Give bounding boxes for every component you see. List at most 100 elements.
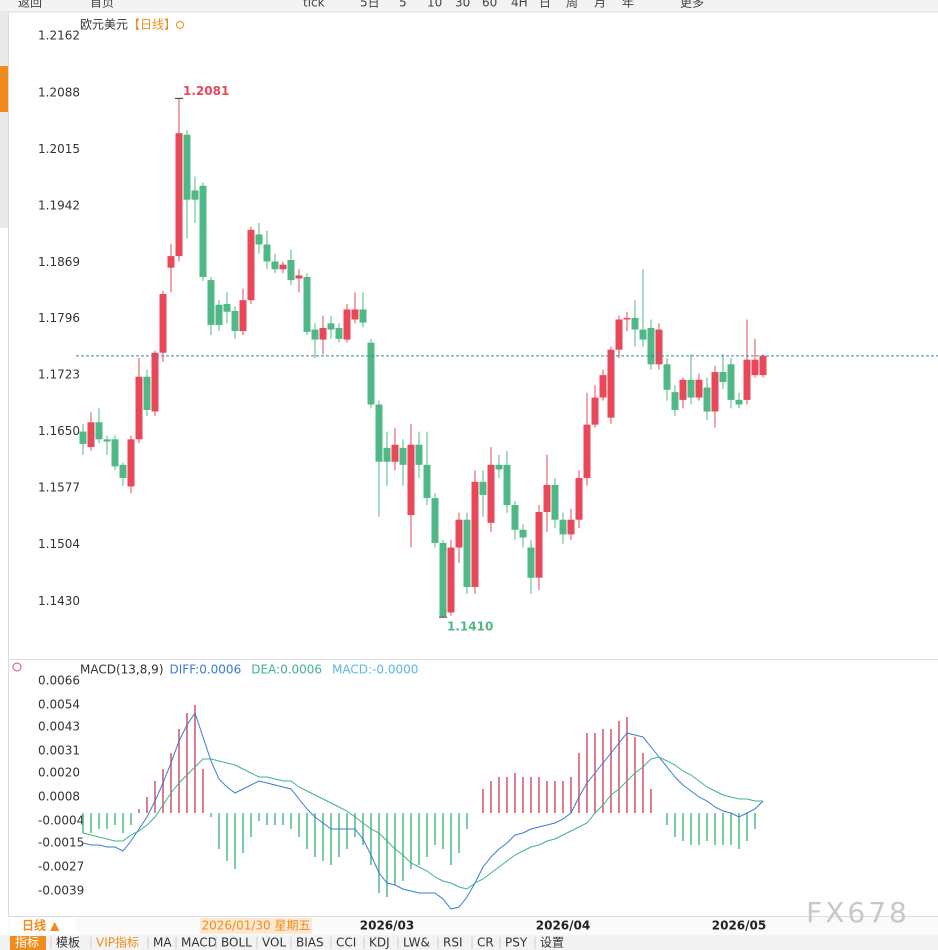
tab[interactable]: 指标: [15, 935, 39, 950]
y-tick-label: 1.1869: [38, 255, 80, 269]
candle-body: [703, 387, 711, 412]
tab[interactable]: BOLL: [221, 936, 252, 950]
candle-body: [327, 323, 335, 330]
candle-body: [207, 280, 215, 325]
tab[interactable]: 模板: [56, 936, 80, 950]
date-axis: [8, 917, 938, 935]
candle-body: [223, 304, 231, 312]
crosshair-date-box: [200, 918, 312, 934]
indicator-icon[interactable]: [12, 662, 22, 672]
toolbar-item[interactable]: 更多: [680, 0, 704, 10]
candle-body: [231, 310, 239, 332]
candle-body: [711, 372, 719, 412]
candle-body: [735, 399, 743, 405]
candle-body: [351, 309, 359, 320]
toolbar-item[interactable]: tick: [303, 0, 325, 10]
tab[interactable]: VOL: [262, 936, 286, 950]
candle-body: [631, 317, 639, 330]
y-tick-label: 1.1723: [38, 368, 80, 382]
y-tick-label: 0.0020: [38, 766, 80, 780]
tab[interactable]: CCI: [336, 936, 356, 950]
y-tick-label: 0.0066: [38, 674, 80, 688]
toolbar-item[interactable]: 月: [594, 0, 606, 10]
period-selector[interactable]: [10, 918, 76, 934]
candle-body: [407, 444, 415, 516]
y-tick-label: 1.1577: [38, 481, 80, 495]
period-selector-label[interactable]: 日线 ▲: [22, 918, 60, 933]
candle-body: [503, 464, 511, 506]
tab[interactable]: CR: [477, 936, 494, 950]
candle-body: [535, 511, 543, 578]
crosshair-date: 2026/01/30 星期五: [202, 919, 311, 933]
tab-bar: [0, 935, 938, 950]
candle-body: [103, 439, 111, 442]
toolbar-item[interactable]: 5日: [360, 0, 380, 10]
extreme-label: 1.1410: [447, 620, 493, 634]
candle-body: [695, 379, 703, 398]
candle-body: [295, 275, 303, 279]
candle-body: [575, 477, 583, 520]
candle-body: [671, 392, 679, 410]
toolbar-item[interactable]: 5: [399, 0, 407, 10]
candle-body: [167, 256, 175, 268]
candle-body: [415, 444, 423, 465]
side-tabs[interactable]: [0, 12, 8, 228]
legend-entry: MACD:-0.0000: [332, 663, 418, 677]
tab[interactable]: BIAS: [296, 936, 324, 950]
candle-body: [183, 134, 191, 200]
toolbar-item[interactable]: 日: [539, 0, 551, 10]
toolbar-item[interactable]: 返回: [18, 0, 42, 10]
macd-title: MACD(13,8,9): [80, 663, 164, 677]
candle-body: [375, 404, 383, 462]
candle-body: [343, 309, 351, 340]
candle-body: [639, 329, 647, 340]
period-icon[interactable]: [176, 21, 184, 29]
candle-body: [495, 464, 503, 470]
tab[interactable]: RSI: [443, 936, 463, 950]
toolbar-item[interactable]: 周: [566, 0, 578, 10]
tab[interactable]: KDJ: [369, 936, 390, 950]
tab[interactable]: MACD: [181, 936, 217, 950]
macd-line: [82, 711, 764, 910]
candle-body: [655, 329, 663, 365]
side-tab-active[interactable]: [0, 66, 8, 112]
toolbar-item[interactable]: 首页: [90, 0, 114, 10]
y-tick-label: 1.1430: [38, 594, 80, 608]
candle-body: [311, 329, 319, 340]
candle-body: [559, 519, 567, 535]
candle-body: [479, 481, 487, 495]
y-tick-label: 0.0031: [38, 744, 80, 758]
tab[interactable]: VIP指标: [96, 935, 139, 950]
tab[interactable]: MA: [153, 936, 172, 950]
extreme-label: 1.2081: [183, 84, 229, 98]
candle-body: [79, 431, 87, 444]
y-tick-label: -0.0015: [38, 836, 84, 850]
candle-body: [111, 439, 119, 467]
candle-body: [391, 444, 399, 462]
macd-line: [82, 756, 763, 890]
candle-body: [215, 304, 223, 325]
candle-body: [87, 422, 95, 448]
toolbar-item[interactable]: 30: [455, 0, 470, 10]
y-tick-label: 0.0054: [38, 698, 80, 712]
tab[interactable]: LW&: [403, 936, 430, 950]
candle-body: [159, 293, 167, 353]
x-tick-label: 2026/05: [712, 919, 766, 933]
toolbar-item[interactable]: 10: [427, 0, 442, 10]
candle-body: [679, 379, 687, 400]
tab[interactable]: 设置: [540, 936, 564, 950]
tab[interactable]: PSY: [505, 936, 528, 950]
toolbar-item[interactable]: 年: [622, 0, 634, 10]
candle-body: [95, 422, 103, 440]
candle-body: [175, 133, 183, 257]
candle-body: [591, 397, 599, 425]
y-tick-label: 1.1796: [38, 311, 80, 325]
y-tick-label: 1.2088: [38, 85, 80, 99]
toolbar-item[interactable]: 4H: [511, 0, 528, 10]
candle-body: [151, 352, 159, 412]
toolbar-item[interactable]: 60: [482, 0, 497, 10]
candle-body: [615, 319, 623, 350]
y-tick-label: 1.1504: [38, 537, 80, 551]
y-tick-label: -0.0039: [38, 884, 84, 898]
